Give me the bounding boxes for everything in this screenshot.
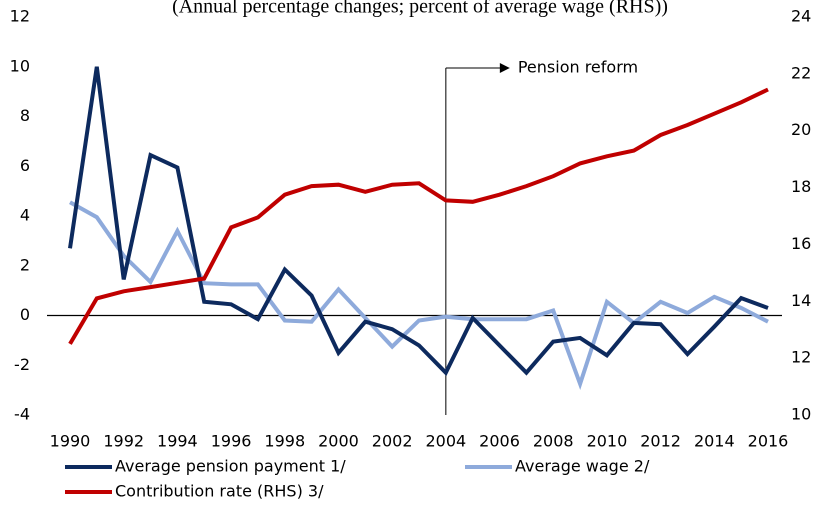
x-tick-label: 2004 <box>425 432 466 451</box>
x-tick-label: 1996 <box>211 432 252 451</box>
y2-tick-label: 18 <box>791 177 811 196</box>
y2-tick-label: 22 <box>791 63 811 82</box>
x-tick-label: 2012 <box>640 432 681 451</box>
x-tick-label: 2008 <box>533 432 574 451</box>
y-tick-label: 2 <box>20 255 30 274</box>
legend-label: Contribution rate (RHS) 3/ <box>115 482 324 501</box>
x-tick-label: 2000 <box>318 432 359 451</box>
y-tick-label: 10 <box>10 56 30 75</box>
y-tick-label: 0 <box>20 305 30 324</box>
chart-title: (Annual percentage changes; percent of a… <box>172 0 668 18</box>
x-tick-label: 1990 <box>50 432 91 451</box>
y2-tick-label: 24 <box>791 7 811 26</box>
x-tick-label: 2006 <box>479 432 520 451</box>
x-tick-label: 1998 <box>264 432 305 451</box>
y2-tick-label: 12 <box>791 348 811 367</box>
x-tick-label: 1994 <box>157 432 198 451</box>
arrow-head <box>499 63 510 73</box>
y2-tick-label: 20 <box>791 120 811 139</box>
x-tick-label: 1992 <box>103 432 144 451</box>
y-tick-label: -2 <box>14 355 30 374</box>
x-tick-label: 2010 <box>587 432 628 451</box>
legend-label: Average pension payment 1/ <box>115 457 346 476</box>
x-tick-label: 2016 <box>748 432 789 451</box>
y-tick-label: -4 <box>14 405 30 424</box>
series-line <box>69 200 769 391</box>
y-tick-label: 4 <box>20 206 30 225</box>
x-tick-label: 2002 <box>372 432 413 451</box>
y-tick-label: 6 <box>20 156 30 175</box>
x-tick-label: 2014 <box>694 432 735 451</box>
y-tick-label: 12 <box>10 7 30 26</box>
y2-tick-label: 16 <box>791 234 811 253</box>
y-tick-label: 8 <box>20 106 30 125</box>
y2-tick-label: 10 <box>791 405 811 424</box>
y2-tick-label: 14 <box>791 291 811 310</box>
legend-label: Average wage 2/ <box>515 457 650 476</box>
annotation-text: Pension reform <box>518 58 638 77</box>
series-line <box>68 87 769 345</box>
series-line <box>68 66 769 377</box>
